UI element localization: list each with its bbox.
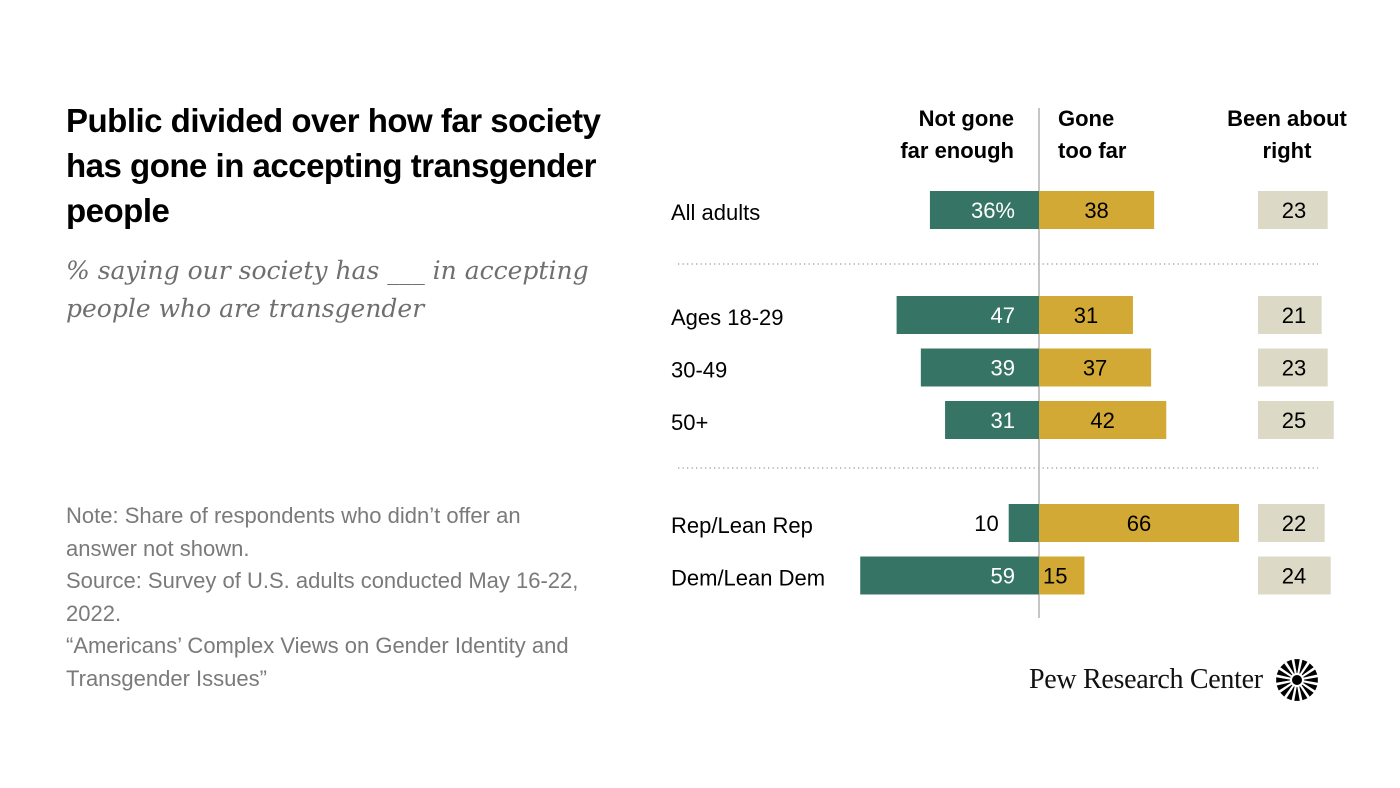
value-label-not-far-enough: 31 bbox=[991, 408, 1015, 433]
column-header-about-right: right bbox=[1263, 138, 1313, 163]
sunburst-ray bbox=[1303, 669, 1318, 678]
sunburst-ray bbox=[1275, 677, 1290, 683]
value-label-about-right: 22 bbox=[1282, 511, 1306, 536]
row-label: Rep/Lean Rep bbox=[671, 513, 813, 538]
sunburst-ray bbox=[1303, 682, 1318, 691]
row-label: Dem/Lean Dem bbox=[671, 566, 825, 591]
sunburst-ray bbox=[1276, 682, 1291, 691]
report-title: “Americans’ Complex Views on Gender Iden… bbox=[66, 633, 569, 691]
pew-logo: Pew Research Center bbox=[1029, 658, 1319, 702]
value-label-too-far: 66 bbox=[1127, 511, 1151, 536]
bar-too-far bbox=[1039, 504, 1239, 542]
column-header-not-far-enough: far enough bbox=[900, 138, 1014, 163]
sunburst-ray bbox=[1276, 669, 1291, 678]
chart-subtitle: % saying our society has ___ in acceptin… bbox=[66, 256, 589, 323]
bar-not-far-enough bbox=[929, 191, 1039, 229]
value-label-about-right: 24 bbox=[1282, 564, 1306, 589]
value-label-not-far-enough: 10 bbox=[974, 511, 998, 536]
bar-about-right bbox=[1258, 401, 1334, 439]
value-label-too-far: 15 bbox=[1043, 564, 1067, 589]
bar-about-right bbox=[1258, 504, 1325, 542]
bar-too-far bbox=[1039, 401, 1167, 439]
row-label: 50+ bbox=[671, 410, 708, 435]
bar-not-far-enough bbox=[945, 401, 1039, 439]
value-label-too-far: 37 bbox=[1083, 356, 1107, 381]
value-label-about-right: 25 bbox=[1282, 408, 1306, 433]
source-text: Source: Survey of U.S. adults conducted … bbox=[66, 568, 579, 626]
value-label-too-far: 31 bbox=[1074, 303, 1098, 328]
sunburst-ray bbox=[1299, 686, 1308, 701]
value-label-not-far-enough: 59 bbox=[991, 564, 1015, 589]
bar-too-far bbox=[1039, 348, 1152, 387]
value-label-not-far-enough: 39 bbox=[991, 356, 1015, 381]
bar-not-far-enough bbox=[1008, 504, 1039, 542]
bar-not-far-enough bbox=[896, 296, 1039, 334]
bar-too-far bbox=[1039, 191, 1155, 229]
sunburst-ray bbox=[1286, 659, 1295, 674]
column-header-too-far: too far bbox=[1058, 138, 1127, 163]
sunburst-ray bbox=[1280, 663, 1293, 676]
bar-not-far-enough bbox=[920, 348, 1039, 387]
bar-too-far bbox=[1039, 296, 1133, 334]
column-header-not-far-enough: Not gone bbox=[919, 106, 1014, 131]
sunburst-ray bbox=[1294, 659, 1300, 674]
chart-title: Public divided over how far society has … bbox=[66, 102, 601, 229]
value-label-not-far-enough: 47 bbox=[991, 303, 1015, 328]
bar-about-right bbox=[1258, 296, 1322, 334]
bar-not-far-enough bbox=[860, 556, 1039, 595]
sunburst-ray bbox=[1301, 663, 1314, 676]
sunburst-ray bbox=[1286, 686, 1295, 701]
bar-about-right bbox=[1258, 191, 1328, 229]
sunburst-ray bbox=[1294, 686, 1300, 701]
value-label-about-right: 23 bbox=[1282, 356, 1306, 381]
row-label: 30-49 bbox=[671, 358, 727, 383]
note-text: Note: Share of respondents who didn’t of… bbox=[66, 503, 521, 561]
column-header-about-right: Been about bbox=[1227, 106, 1347, 131]
column-header-too-far: Gone bbox=[1058, 106, 1114, 131]
sunburst-ray bbox=[1299, 659, 1308, 674]
value-label-too-far: 42 bbox=[1090, 408, 1114, 433]
value-label-too-far: 38 bbox=[1084, 198, 1108, 223]
value-label-about-right: 23 bbox=[1282, 198, 1306, 223]
row-label: Ages 18-29 bbox=[671, 305, 784, 330]
sunburst-ray bbox=[1280, 684, 1293, 697]
pew-sunburst-icon bbox=[1275, 659, 1318, 701]
row-label: All adults bbox=[671, 200, 760, 225]
bar-too-far bbox=[1039, 556, 1085, 595]
value-label-not-far-enough: 36% bbox=[971, 198, 1015, 223]
sunburst-ray bbox=[1303, 677, 1318, 683]
sunburst-ray bbox=[1301, 684, 1314, 697]
notes: Note: Share of respondents who didn’t of… bbox=[66, 500, 586, 695]
brand-name: Pew Research Center bbox=[1029, 664, 1263, 695]
bar-about-right bbox=[1258, 348, 1328, 387]
bar-about-right bbox=[1258, 556, 1331, 595]
value-label-about-right: 21 bbox=[1282, 303, 1306, 328]
